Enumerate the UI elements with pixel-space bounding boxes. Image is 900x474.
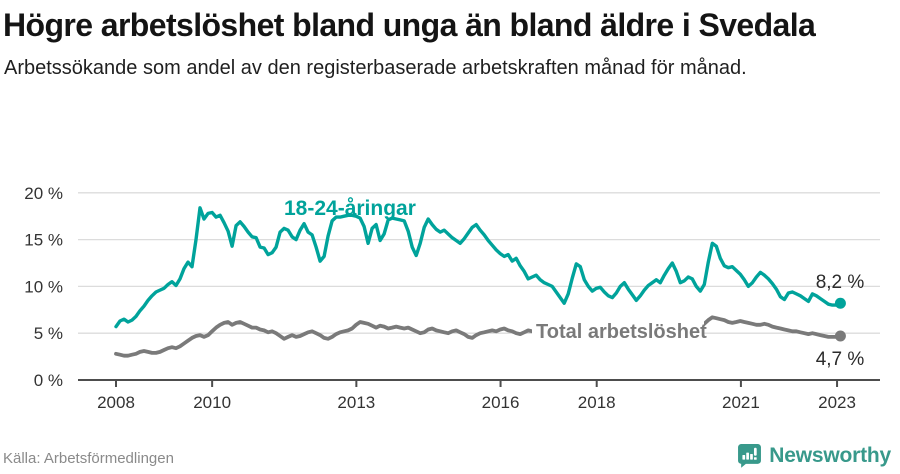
newsworthy-brand: Newsworthy bbox=[737, 443, 891, 468]
page-subtitle: Arbetssökande som andel av den registerb… bbox=[4, 57, 747, 80]
x-tick-label-2021: 2021 bbox=[722, 393, 760, 412]
series-label-young: 18-24-åringar bbox=[284, 197, 416, 220]
young-end-dot bbox=[834, 297, 846, 309]
young-line bbox=[114, 206, 843, 329]
page-title: Högre arbetslöshet bland unga än bland ä… bbox=[3, 7, 816, 43]
series-label-total: Total arbetslöshet bbox=[536, 321, 707, 343]
total-line bbox=[114, 315, 843, 358]
x-tick-label-2016: 2016 bbox=[482, 393, 520, 412]
total-end-label: 4,7 % bbox=[816, 349, 865, 370]
source-note: Källa: Arbetsförmedlingen bbox=[3, 450, 174, 467]
x-tick-label-2013: 2013 bbox=[337, 393, 375, 412]
chart-header: Högre arbetslöshet bland unga än bland ä… bbox=[0, 0, 900, 81]
newsworthy-logo-icon bbox=[738, 444, 762, 468]
y-tick-label-10: 10 % bbox=[24, 277, 63, 296]
series-label-total-bg bbox=[532, 317, 704, 345]
x-tick-label-2018: 2018 bbox=[578, 393, 616, 412]
young-end-label: 8,2 % bbox=[816, 272, 865, 293]
y-tick-label-20: 20 % bbox=[24, 184, 63, 203]
x-tick-label-2008: 2008 bbox=[97, 393, 135, 412]
x-tick-label-2023: 2023 bbox=[818, 393, 856, 412]
y-tick-label-15: 15 % bbox=[24, 231, 63, 250]
y-tick-label-0: 0 % bbox=[34, 371, 63, 390]
brand-name: Newsworthy bbox=[769, 443, 891, 467]
y-tick-label-5: 5 % bbox=[34, 324, 63, 343]
total-end-dot bbox=[834, 330, 846, 342]
x-tick-label-2010: 2010 bbox=[193, 393, 231, 412]
